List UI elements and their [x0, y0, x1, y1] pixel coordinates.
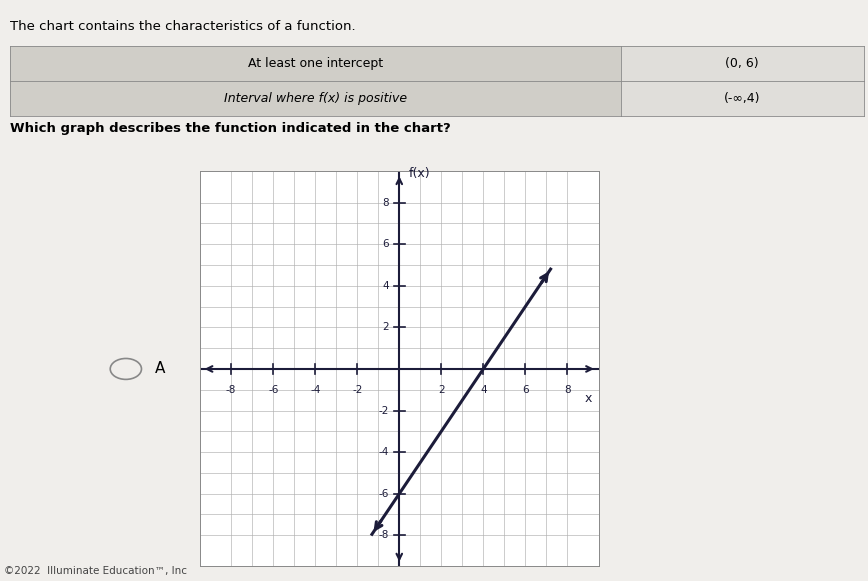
Text: f(x): f(x)	[409, 167, 431, 180]
Text: 2: 2	[438, 385, 444, 394]
Text: 8: 8	[564, 385, 571, 394]
Text: -4: -4	[378, 447, 389, 457]
Text: Interval where f(x) is positive: Interval where f(x) is positive	[224, 92, 407, 105]
Text: 6: 6	[382, 239, 389, 249]
Text: -8: -8	[226, 385, 236, 394]
Text: -4: -4	[310, 385, 320, 394]
Text: 6: 6	[522, 385, 529, 394]
Text: Which graph describes the function indicated in the chart?: Which graph describes the function indic…	[10, 122, 451, 135]
Text: 8: 8	[382, 198, 389, 207]
Text: -2: -2	[352, 385, 363, 394]
Text: -6: -6	[378, 489, 389, 498]
Text: -2: -2	[378, 406, 389, 415]
Text: ©2022  Illuminate Education™, Inc: ©2022 Illuminate Education™, Inc	[4, 566, 187, 576]
Text: -8: -8	[378, 530, 389, 540]
Text: x: x	[585, 392, 592, 405]
Text: The chart contains the characteristics of a function.: The chart contains the characteristics o…	[10, 20, 356, 33]
Text: A: A	[155, 361, 165, 376]
Text: (0, 6): (0, 6)	[726, 58, 759, 70]
Text: 4: 4	[382, 281, 389, 290]
Text: At least one intercept: At least one intercept	[248, 58, 383, 70]
Text: -6: -6	[268, 385, 279, 394]
Text: 2: 2	[382, 322, 389, 332]
Text: (-∞,4): (-∞,4)	[724, 92, 760, 105]
Text: 4: 4	[480, 385, 487, 394]
